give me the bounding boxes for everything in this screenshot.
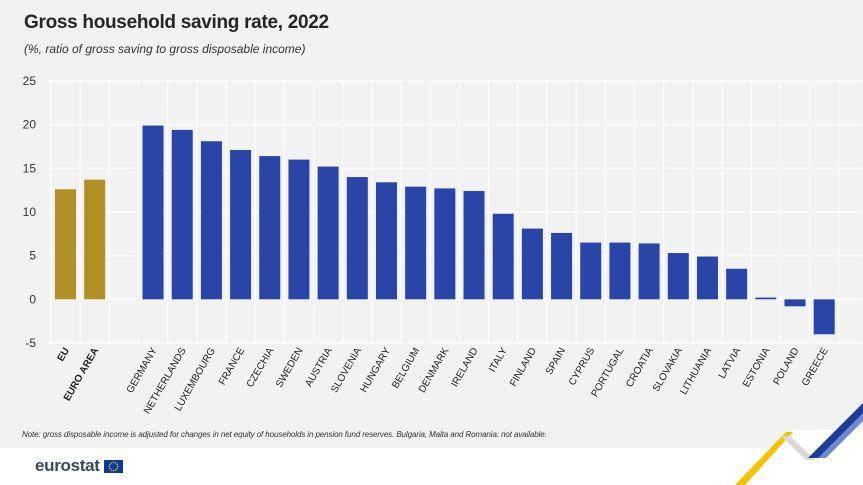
y-axis-tick-labels: -5 0 5 10 15 20 25	[23, 74, 37, 350]
decor-yellow-stripe	[735, 432, 793, 485]
chart-title: Gross household saving rate, 2022	[24, 12, 329, 33]
y-tick-label: 20	[23, 118, 37, 132]
decor-blue-stripe	[808, 403, 863, 458]
bar-croatia	[638, 243, 660, 300]
bar-poland	[784, 299, 806, 307]
bar-eu	[55, 189, 76, 300]
bar-slovenia	[346, 177, 368, 300]
decor-blue-light-stripe	[818, 413, 863, 458]
y-tick-label: 0	[29, 292, 36, 306]
y-tick-label: 25	[23, 74, 37, 88]
bar-luxembourg	[200, 141, 222, 300]
y-tick-label: 5	[29, 249, 36, 263]
bar-spain	[551, 232, 573, 300]
bar-czechia	[259, 156, 281, 300]
chart-subtitle: (%, ratio of gross saving to gross dispo…	[24, 42, 306, 56]
bar-portugal	[609, 242, 631, 300]
bar-ireland	[463, 191, 485, 300]
bar-italy	[492, 213, 514, 300]
eurostat-logo: eurostat	[35, 456, 123, 476]
bar-euro-area	[84, 179, 106, 300]
bar-sweden	[288, 159, 310, 300]
y-tick-label: 10	[23, 205, 37, 219]
bar-lithuania	[696, 256, 718, 300]
bar-slovakia	[667, 253, 689, 300]
eurostat-wordmark: eurostat	[35, 456, 100, 475]
decor-gray-stripe	[781, 436, 815, 460]
bars	[55, 125, 835, 335]
bar-germany	[142, 125, 164, 300]
y-tick-label: -5	[25, 336, 36, 350]
footer	[0, 448, 863, 485]
bar-denmark	[434, 188, 456, 300]
footnote: Note: gross disposable income is adjuste…	[22, 430, 547, 439]
bar-austria	[317, 166, 339, 300]
bar-france	[230, 149, 252, 300]
bar-estonia	[755, 297, 777, 300]
eu-flag-icon	[103, 459, 123, 473]
bar-hungary	[375, 182, 397, 300]
bar-belgium	[405, 186, 427, 300]
bar-finland	[521, 228, 543, 300]
bar-greece	[813, 299, 835, 335]
y-tick-label: 15	[23, 161, 37, 175]
gridlines	[48, 80, 862, 344]
bar-latvia	[726, 268, 748, 300]
bar-netherlands	[171, 129, 193, 300]
bar-cyprus	[580, 242, 602, 300]
